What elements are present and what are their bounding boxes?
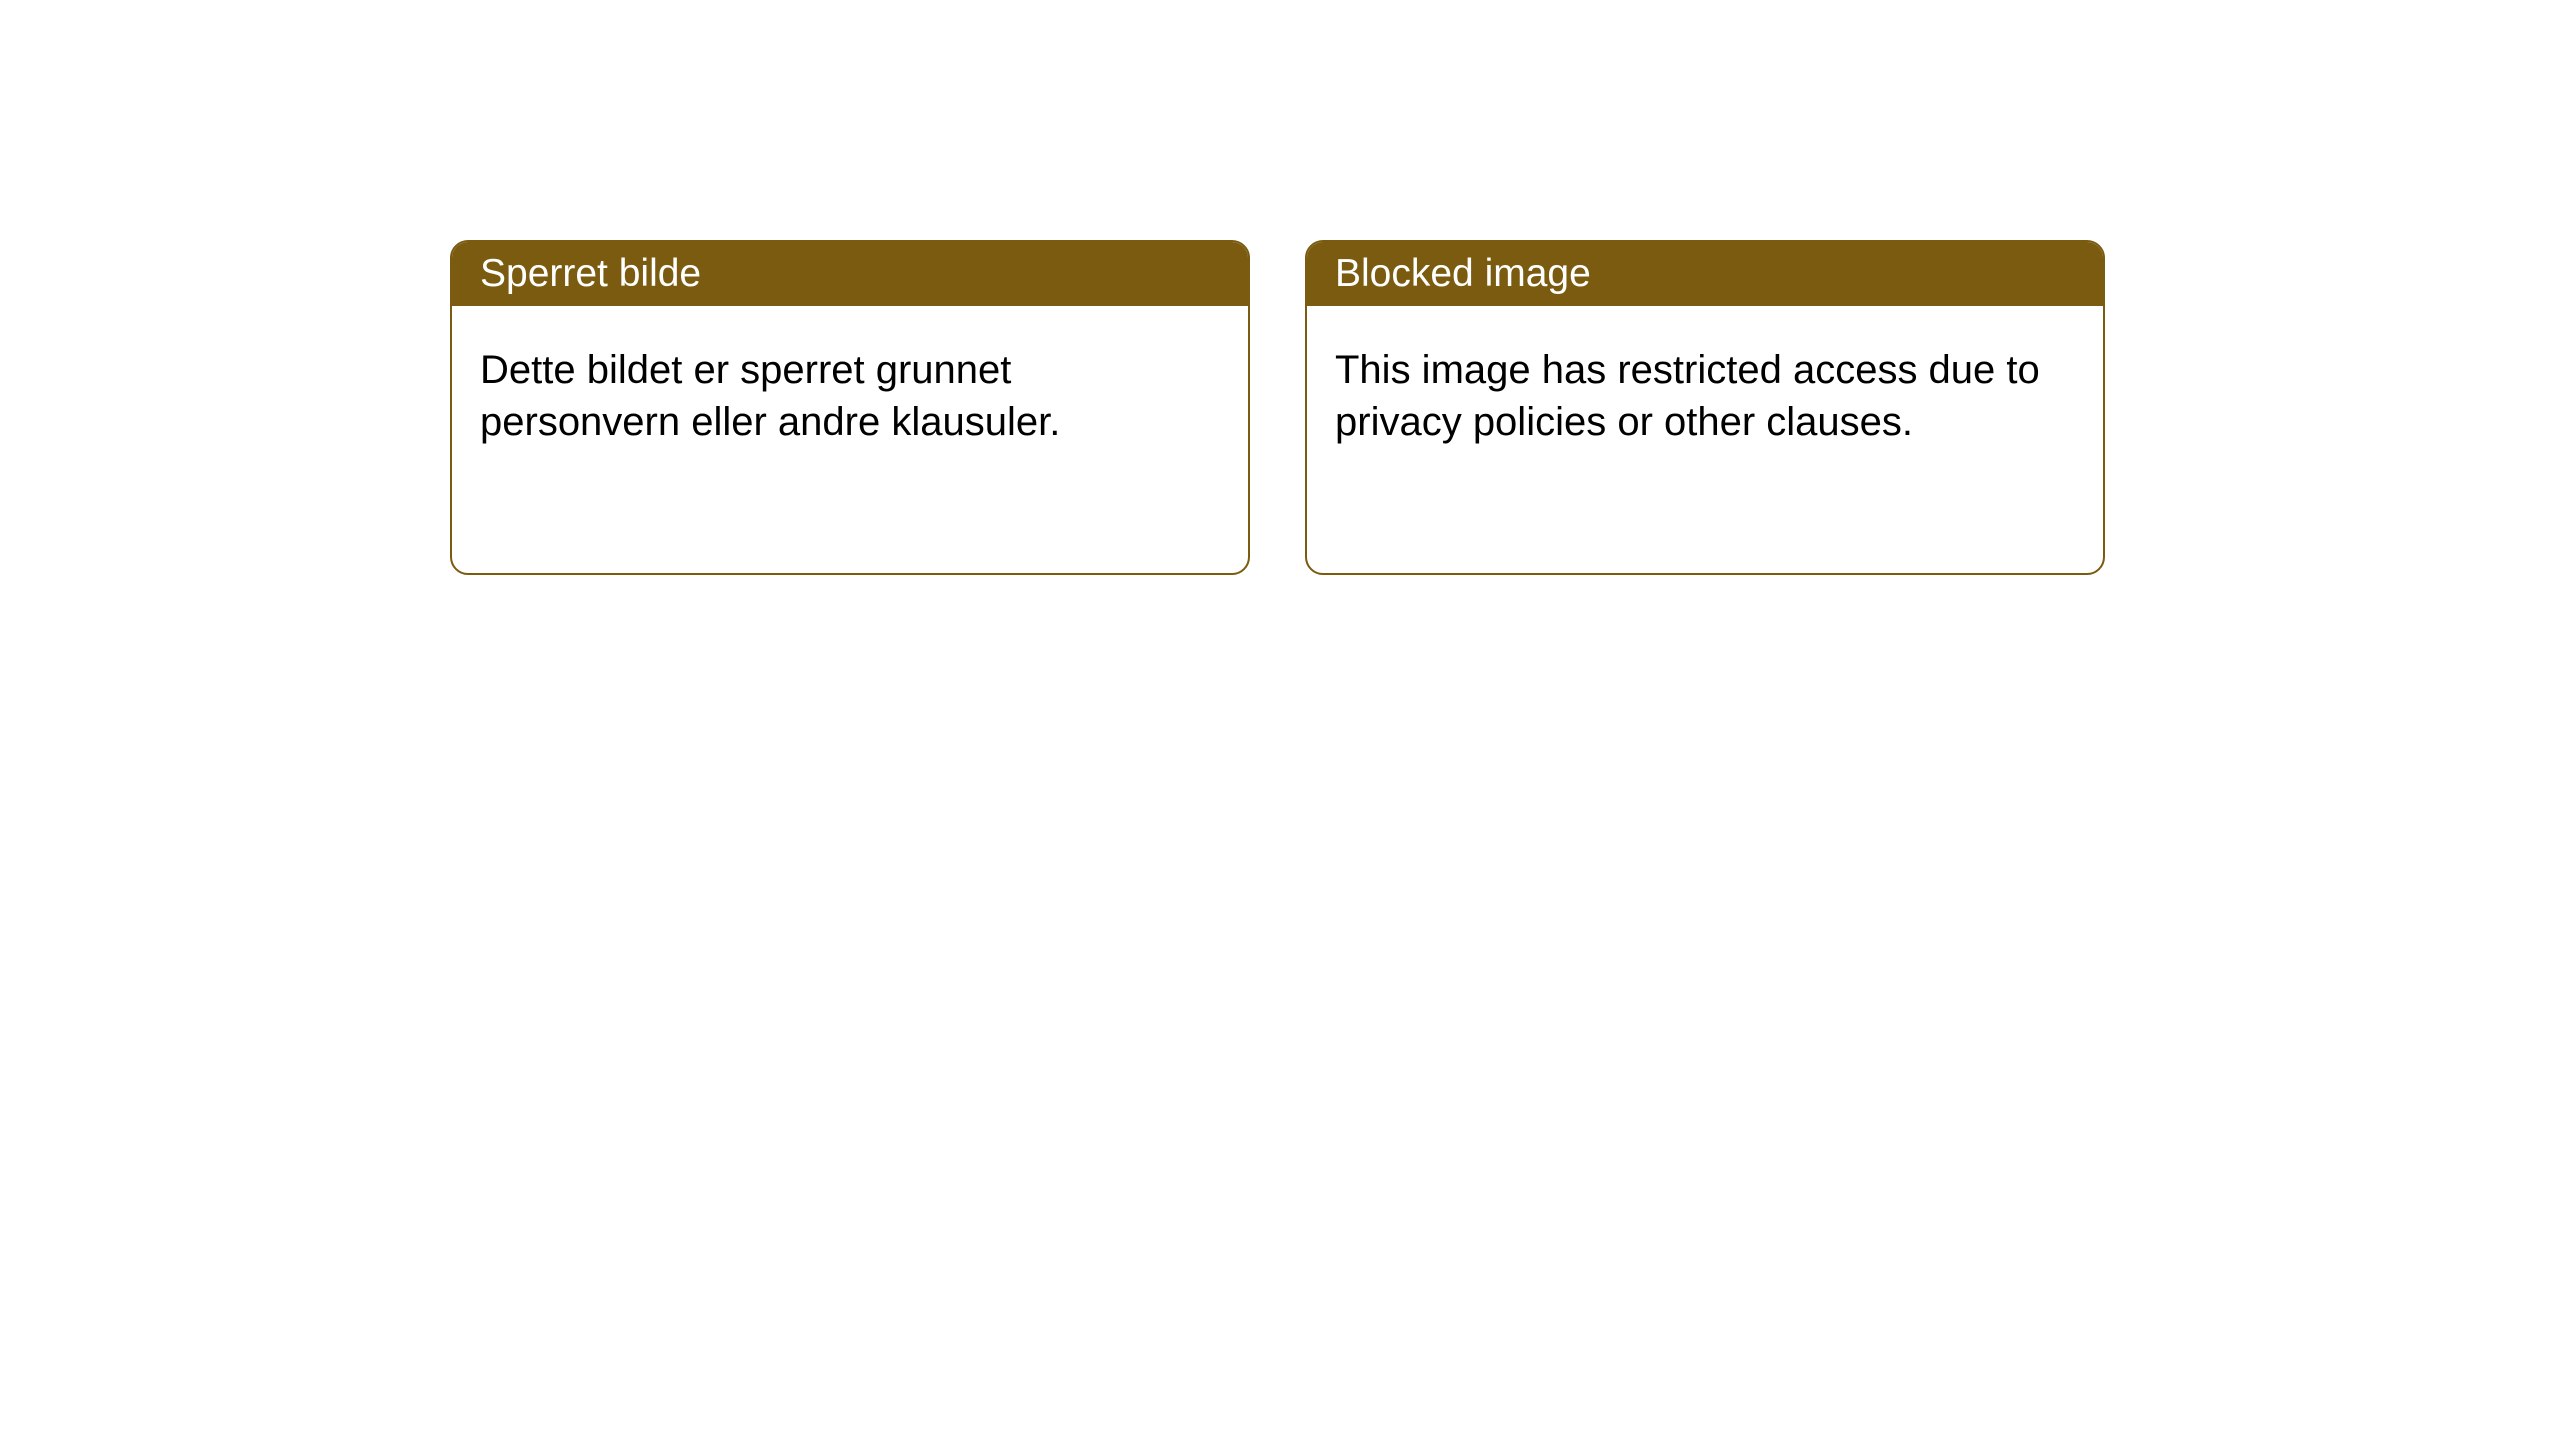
notice-text-no: Dette bildet er sperret grunnet personve… [480,348,1060,444]
notice-header-no: Sperret bilde [452,242,1248,306]
notice-card-en: Blocked image This image has restricted … [1305,240,2105,575]
notice-text-en: This image has restricted access due to … [1335,348,2040,444]
notice-body-no: Dette bildet er sperret grunnet personve… [452,306,1248,486]
notice-container: Sperret bilde Dette bildet er sperret gr… [450,240,2105,575]
notice-header-en: Blocked image [1307,242,2103,306]
notice-card-no: Sperret bilde Dette bildet er sperret gr… [450,240,1250,575]
notice-title-en: Blocked image [1335,252,1591,295]
notice-title-no: Sperret bilde [480,252,701,295]
notice-body-en: This image has restricted access due to … [1307,306,2103,486]
